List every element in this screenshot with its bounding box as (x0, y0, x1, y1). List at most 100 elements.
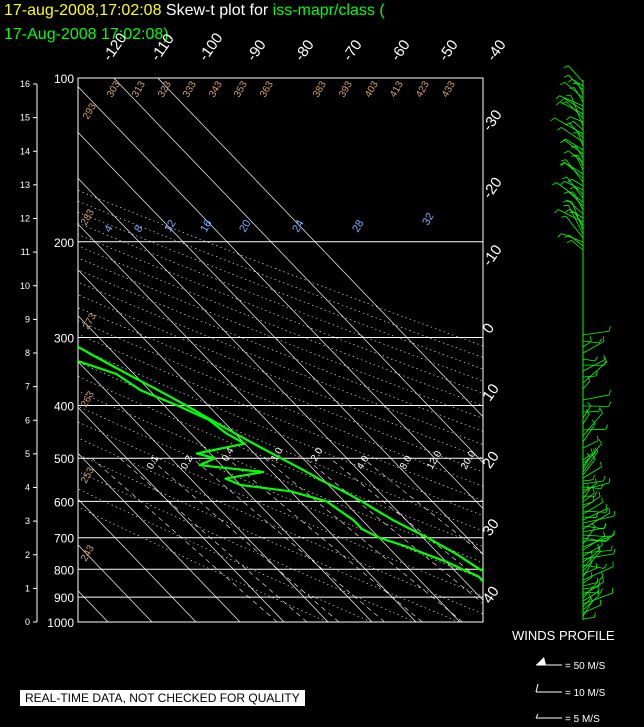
dry-adiabat (78, 488, 372, 622)
wind-barb-flag (598, 338, 602, 344)
wind-barb (582, 340, 605, 354)
pressure-label: 300 (54, 332, 74, 346)
right-temp-label: 30 (479, 516, 502, 539)
dry-adiabat (78, 405, 483, 580)
wind-barb-flag (608, 326, 611, 332)
theta-label: 403 (363, 79, 381, 99)
theta-label: 323 (156, 79, 174, 99)
wind-barb-flag (560, 181, 565, 186)
wind-barb (554, 117, 584, 135)
isotherm-line (0, 78, 20, 622)
wind-barb (582, 555, 593, 563)
top-temp-label: -70 (339, 37, 365, 65)
wind-barb-flag (550, 117, 555, 122)
wind-barb-flag (613, 548, 616, 554)
wind-barb-flag (585, 409, 590, 415)
wind-barb-flag (594, 447, 599, 453)
wind-barb-flag (613, 511, 616, 517)
wind-barb-flag (602, 577, 604, 583)
mixing-ratio-line (329, 457, 483, 583)
wind-barb-flag (563, 74, 569, 78)
wind-barb-flag (560, 162, 566, 167)
wind-barb-flag (559, 139, 565, 144)
wind-barb-flag (560, 81, 565, 86)
mixing-ratio-label: 0.1 (145, 454, 162, 472)
height-label: 4 (25, 483, 30, 493)
height-label: 10 (20, 281, 30, 291)
wind-barb (582, 466, 602, 479)
wind-barb-flag (611, 532, 615, 538)
wind-barb (582, 597, 592, 608)
right-temp-label: 20 (479, 448, 502, 471)
wind-barb (582, 535, 605, 551)
wind-barb-flag (610, 545, 613, 551)
top-temp-label: -50 (435, 37, 461, 65)
wind-barb (582, 443, 602, 467)
wind-barb (561, 127, 584, 143)
legend-feather (535, 683, 539, 693)
wind-barb (582, 330, 610, 336)
wind-barb-flag (599, 588, 603, 594)
sounding-traces (78, 345, 483, 584)
dry-adiabat (78, 506, 328, 622)
wind-barb (582, 479, 594, 482)
isotherm-line (78, 544, 153, 622)
wind-barb-flag (563, 65, 569, 68)
wind-barb (582, 453, 593, 461)
wind-barb (582, 394, 610, 401)
height-label: 9 (25, 314, 30, 324)
wind-barb-flag (597, 546, 601, 552)
wind-barb (566, 176, 584, 199)
wind-barb (582, 340, 592, 348)
wind-barb (582, 502, 603, 515)
wind-barb-flag (587, 401, 591, 407)
wind-barb-flag (562, 199, 568, 203)
wind-legend: = 50 M/S = 10 M/S = 5 M/S (535, 657, 606, 725)
wind-barb (582, 483, 597, 494)
height-label: 15 (20, 113, 30, 123)
thetae-label: 32 (420, 211, 437, 228)
wind-barb (582, 539, 609, 542)
wind-barb-flag (604, 522, 606, 528)
wind-barb (568, 75, 584, 91)
thetae-label: 4 (102, 223, 115, 234)
theta-label: 383 (311, 79, 329, 99)
wind-barb-flag (570, 145, 576, 148)
dry-adiabat (78, 294, 483, 459)
legend-label: = 5 M/S (565, 714, 600, 725)
top-temp-label: -100 (195, 30, 226, 64)
sounding-trace (78, 359, 483, 584)
theta-label: 423 (414, 79, 432, 99)
wind-barb-flag (602, 336, 605, 342)
wind-barb-flag (592, 454, 596, 460)
height-label: 6 (25, 415, 30, 425)
mixing-ratio-line (119, 457, 308, 622)
wind-barb-flag (554, 209, 559, 214)
dry-adiabat (78, 471, 416, 622)
wind-barb (582, 412, 603, 437)
wind-barb (582, 512, 611, 530)
mixing-ratio-label: 2.0 (309, 446, 326, 464)
wind-barb-flag (595, 512, 599, 518)
mixing-ratio-label: 1.0 (269, 446, 286, 464)
wind-barb (573, 87, 584, 103)
pressure-label: 800 (54, 563, 74, 577)
wind-barb-flag (594, 491, 598, 497)
wind-barb (582, 582, 598, 587)
wind-barb (571, 178, 584, 187)
wind-barb (570, 95, 584, 127)
dry-adiabat (78, 390, 483, 564)
pressure-label: 200 (54, 236, 74, 250)
title-platform: iss-mapr/class ( (272, 2, 385, 19)
top-temp-label: -60 (387, 37, 413, 65)
plot-frame (77, 77, 484, 623)
theta-label: 293 (81, 101, 99, 121)
wind-barb (559, 101, 584, 115)
mixing-ratio-label: 20.0 (459, 449, 478, 472)
theta-label-left: 263 (79, 389, 97, 409)
wind-barb-flag (589, 596, 593, 602)
wind-barb (564, 98, 584, 111)
wind-barb-flag (569, 87, 575, 89)
thetae-label: 8 (132, 223, 145, 234)
